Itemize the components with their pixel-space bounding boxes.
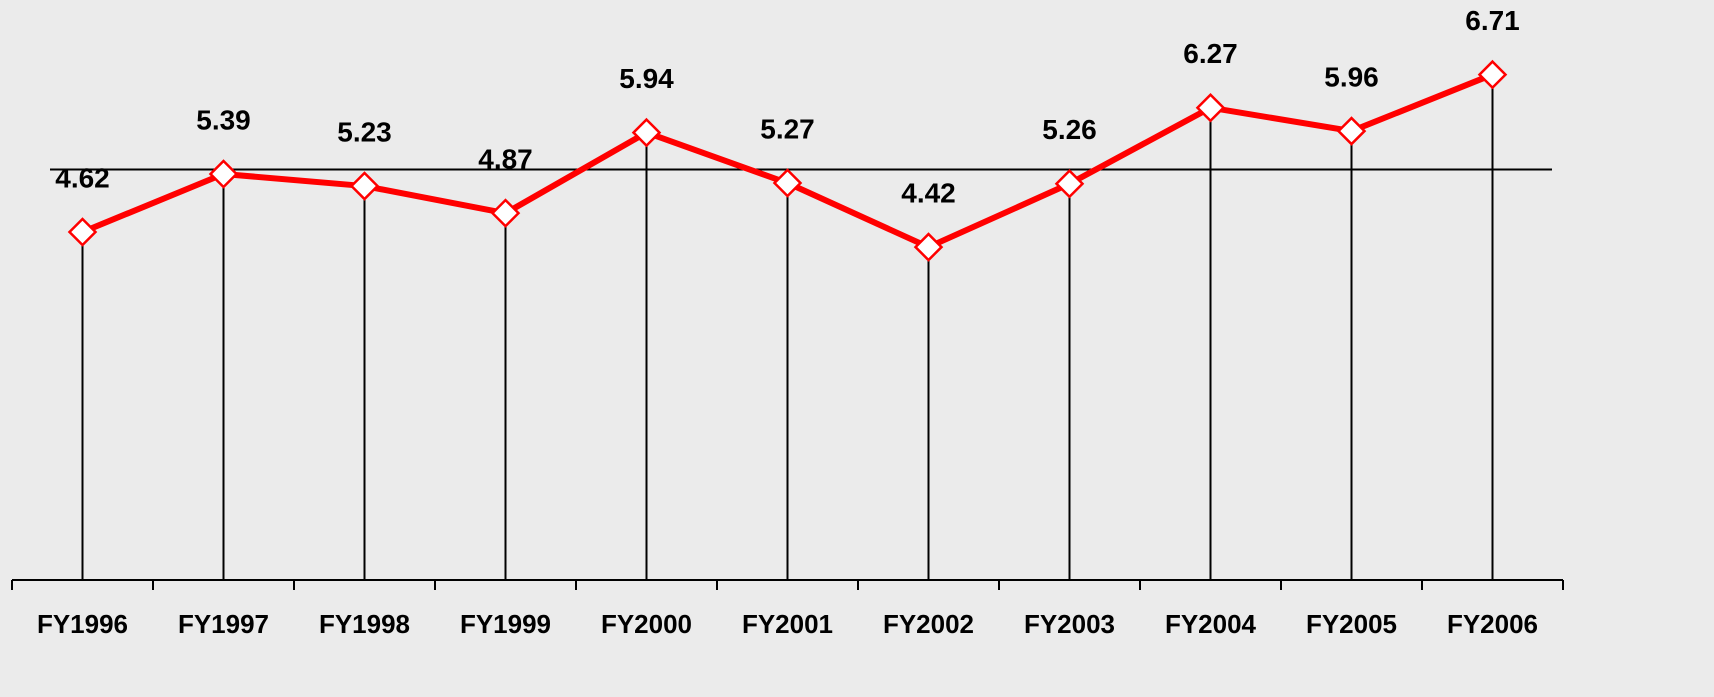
x-tick-label: FY1996 <box>37 609 128 639</box>
x-tick-label: FY2005 <box>1306 609 1397 639</box>
value-label: 4.62 <box>55 162 110 193</box>
value-label: 5.39 <box>196 104 251 135</box>
x-tick-label: FY2006 <box>1447 609 1538 639</box>
x-tick-label: FY1999 <box>460 609 551 639</box>
chart: FY1996 FY1997 FY1998 FY1999 FY2000 FY2001 FY20… <box>0 0 1714 697</box>
x-tick-label: FY2002 <box>883 609 974 639</box>
background <box>0 0 1714 697</box>
x-tick-label: FY2001 <box>742 609 833 639</box>
value-label: 6.71 <box>1465 5 1520 36</box>
value-label: 5.27 <box>760 113 815 144</box>
value-label: 5.26 <box>1042 114 1097 145</box>
x-tick-label: FY1998 <box>319 609 410 639</box>
value-label: 5.23 <box>337 116 392 147</box>
page: FY1996 FY1997 FY1998 FY1999 FY2000 FY2001 FY20… <box>0 0 1714 697</box>
value-label: 4.42 <box>901 177 956 208</box>
x-tick-label: FY2004 <box>1165 609 1257 639</box>
x-tick-label: FY2003 <box>1024 609 1115 639</box>
x-tick-label: FY1997 <box>178 609 269 639</box>
value-label: 6.27 <box>1183 38 1238 69</box>
value-label: 5.96 <box>1324 61 1379 92</box>
x-tick-label: FY2000 <box>601 609 692 639</box>
value-label: 4.87 <box>478 144 533 175</box>
value-label: 5.94 <box>619 63 674 94</box>
